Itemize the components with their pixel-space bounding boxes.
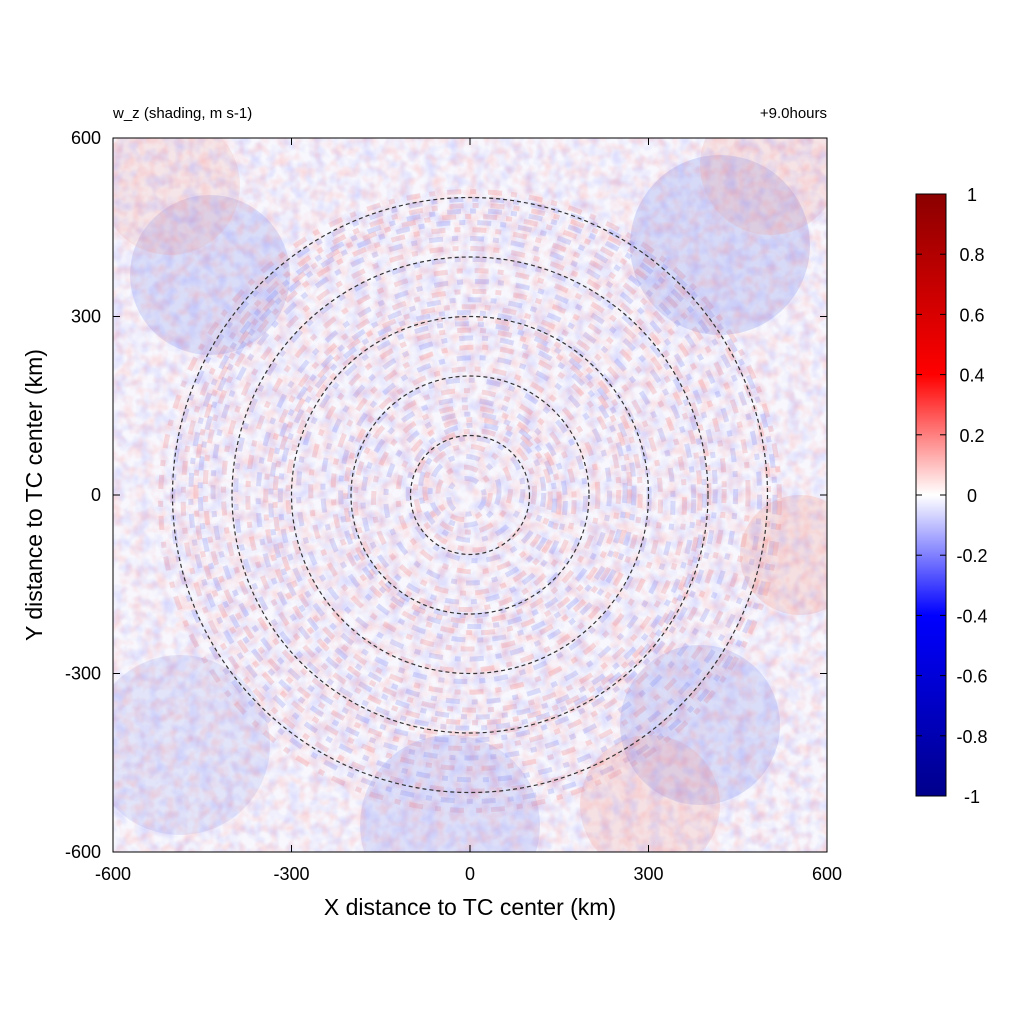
colorbar-tick-label: -1 [964, 787, 980, 807]
x-tick-label: 300 [633, 864, 663, 884]
y-tick-label: 0 [91, 485, 101, 505]
y-axis-label: Y distance to TC center (km) [21, 349, 47, 641]
x-tick-label: -300 [273, 864, 309, 884]
colorbar-tick-label: -0.8 [956, 727, 987, 747]
x-tick-label: 0 [465, 864, 475, 884]
colorbar-tick-label: 0.8 [959, 245, 984, 265]
noise-layer-red [113, 138, 827, 852]
y-axis: -600 -300 0 300 600 [65, 128, 827, 862]
radius-ring [171, 196, 769, 794]
y-tick-label: -600 [65, 842, 101, 862]
radius-ring [350, 375, 590, 615]
radius-ring [409, 434, 531, 556]
colorbar-tick-label: 1 [967, 185, 977, 205]
plot-area [113, 138, 827, 852]
chart-title-left: w_z (shading, m s-1) [112, 105, 252, 122]
colorbar-tick-label: 0.4 [959, 366, 984, 386]
colorbar-tick-label: 0.2 [959, 426, 984, 446]
colorbar-tick-label: -0.4 [956, 606, 987, 626]
y-tick-label: 600 [71, 128, 101, 148]
x-axis: -600 -300 0 300 600 [95, 138, 842, 884]
y-tick-label: -300 [65, 664, 101, 684]
chart-title-right: +9.0hours [760, 105, 827, 122]
x-tick-label: -600 [95, 864, 131, 884]
colorbar-ticks: 1 0.8 0.6 0.4 0.2 0 -0.2 -0.4 -0.6 -0.8 -1 [916, 185, 988, 807]
radius-rings [171, 196, 769, 794]
radius-ring [231, 256, 709, 734]
x-tick-label: 600 [812, 864, 842, 884]
x-axis-label: X distance to TC center (km) [324, 894, 616, 920]
y-tick-label: 300 [71, 307, 101, 327]
colorbar-tick-label: -0.2 [956, 546, 987, 566]
colorbar-tick-label: 0.6 [959, 305, 984, 325]
colorbar-tick-label: 0 [967, 486, 977, 506]
radius-ring [290, 315, 650, 675]
colorbar-tick-label: -0.6 [956, 667, 987, 687]
